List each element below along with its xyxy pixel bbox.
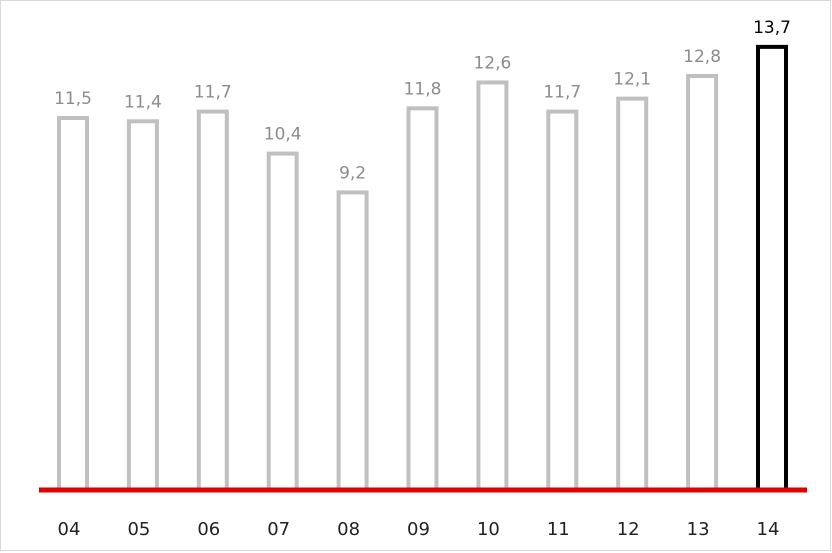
value-label-10: 12,6 [473, 53, 511, 73]
bar-10 [476, 80, 509, 492]
bar-12 [616, 96, 649, 492]
value-label-08: 9,2 [339, 163, 366, 183]
bar-09 [406, 106, 439, 493]
value-label-09: 11,8 [404, 79, 442, 99]
x-tick-label-11: 11 [547, 519, 570, 540]
bar-07 [266, 151, 299, 492]
bar-08 [336, 190, 369, 492]
value-label-14: 13,7 [753, 18, 791, 38]
x-tick-label-07: 07 [267, 519, 290, 540]
x-tick-label-05: 05 [127, 519, 150, 540]
value-label-04: 11,5 [54, 89, 92, 109]
value-label-11: 11,7 [543, 83, 581, 103]
x-tick-label-14: 14 [757, 519, 780, 540]
bar-04 [57, 116, 89, 492]
x-tick-label-04: 04 [58, 519, 81, 540]
x-tick-labels-group: 04 05 06 07 08 09 10 11 12 13 14 [58, 519, 780, 540]
bar-14 [756, 44, 788, 493]
value-label-13: 12,8 [683, 47, 721, 67]
x-tick-label-08: 08 [337, 519, 360, 540]
value-label-06: 11,7 [194, 83, 232, 103]
x-tick-label-12: 12 [617, 519, 640, 540]
x-tick-label-09: 09 [407, 519, 430, 540]
value-label-07: 10,4 [264, 125, 302, 145]
x-tick-label-06: 06 [197, 519, 220, 540]
value-label-12: 12,1 [613, 70, 651, 90]
bar-05 [126, 119, 159, 493]
bars-group [57, 44, 788, 493]
value-labels-group: 11,5 11,4 11,7 10,4 9,2 11,8 12,6 11,7 12,1 12,8 1… [54, 18, 791, 184]
value-label-05: 11,4 [124, 92, 162, 112]
x-tick-label-13: 13 [687, 519, 710, 540]
bar-11 [546, 109, 579, 492]
bar-06 [196, 109, 229, 492]
bar-13 [686, 73, 719, 492]
x-tick-label-10: 10 [477, 519, 500, 540]
